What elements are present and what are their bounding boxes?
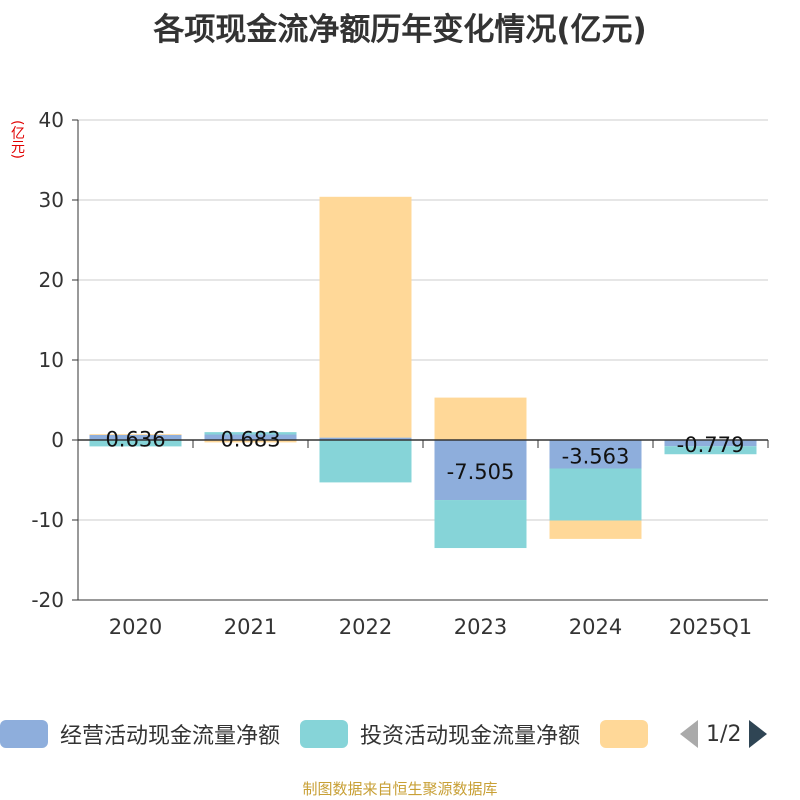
bar-series-1-2023 xyxy=(434,500,527,549)
legend-swatch-operating xyxy=(0,720,48,748)
data-label: -3.563 xyxy=(562,444,630,468)
y-tick-label: 0 xyxy=(51,428,64,452)
data-label: -7.505 xyxy=(447,460,515,484)
y-tick-label: 30 xyxy=(39,188,64,212)
x-tick-label: 2023 xyxy=(454,615,507,639)
bar-series-0-2024 xyxy=(549,440,642,469)
data-source-note: 制图数据来自恒生聚源数据库 xyxy=(302,780,498,798)
legend: 经营活动现金流量净额 投资活动现金流量净额 1/2 xyxy=(0,716,800,752)
legend-label-investing: 投资活动现金流量净额 xyxy=(360,724,581,749)
bar-series-2-2023 xyxy=(434,397,527,440)
bar-series-1-2024 xyxy=(549,468,642,521)
bar-series-1-2021 xyxy=(204,432,297,435)
bar-series-1-2025Q1 xyxy=(664,446,757,455)
legend-label-operating: 经营活动现金流量净额 xyxy=(60,724,281,749)
x-tick-label: 2021 xyxy=(224,615,277,639)
bar-series-0-2025Q1 xyxy=(664,440,757,447)
bar-series-2-2021 xyxy=(204,440,297,443)
bar-series-0-2021 xyxy=(204,434,297,440)
legend-swatch-investing xyxy=(300,720,349,748)
legend-item-investing[interactable]: 投资活动现金流量净额 xyxy=(300,716,600,752)
data-label: 0.636 xyxy=(105,427,165,451)
bar-series-0-2023 xyxy=(434,440,527,501)
bar-series-2-2024 xyxy=(549,520,642,539)
bar-series-0-2020 xyxy=(89,434,182,440)
y-tick-label: 10 xyxy=(39,348,64,372)
y-tick-label: -10 xyxy=(31,508,64,532)
x-tick-label: 2020 xyxy=(109,615,162,639)
bar-series-2-2020 xyxy=(89,434,182,435)
y-tick-label: 20 xyxy=(39,268,64,292)
legend-swatch-financing xyxy=(600,720,649,748)
bar-series-1-2020 xyxy=(89,440,182,447)
triangle-left-icon[interactable] xyxy=(680,720,699,748)
triangle-right-icon[interactable] xyxy=(749,720,768,748)
x-tick-label: 2025Q1 xyxy=(669,615,752,639)
x-tick-label: 2022 xyxy=(339,615,392,639)
chart-canvas: -20 -10 0 10 20 30 40 2020 2021 2022 2023 2024 2025Q… xyxy=(31,108,769,639)
bar-series-2-2022 xyxy=(319,196,412,438)
legend-item-financing[interactable] xyxy=(600,716,660,752)
legend-page-indicator: 1/2 xyxy=(706,721,742,747)
chart-title: 各项现金流净额历年变化情况(亿元) xyxy=(153,12,647,48)
bar-series-0-2022 xyxy=(319,437,412,440)
x-tick-label: 2024 xyxy=(569,615,622,639)
y-tick-label: -20 xyxy=(31,588,64,612)
legend-pager: 1/2 xyxy=(680,720,768,748)
y-tick-label: 40 xyxy=(39,108,64,132)
legend-item-operating[interactable]: 经营活动现金流量净额 xyxy=(0,716,300,752)
data-label: -0.779 xyxy=(677,433,745,457)
data-label: 0.683 xyxy=(220,427,280,451)
y-unit-label: (亿元) xyxy=(9,120,25,159)
bar-series-1-2022 xyxy=(319,440,412,483)
